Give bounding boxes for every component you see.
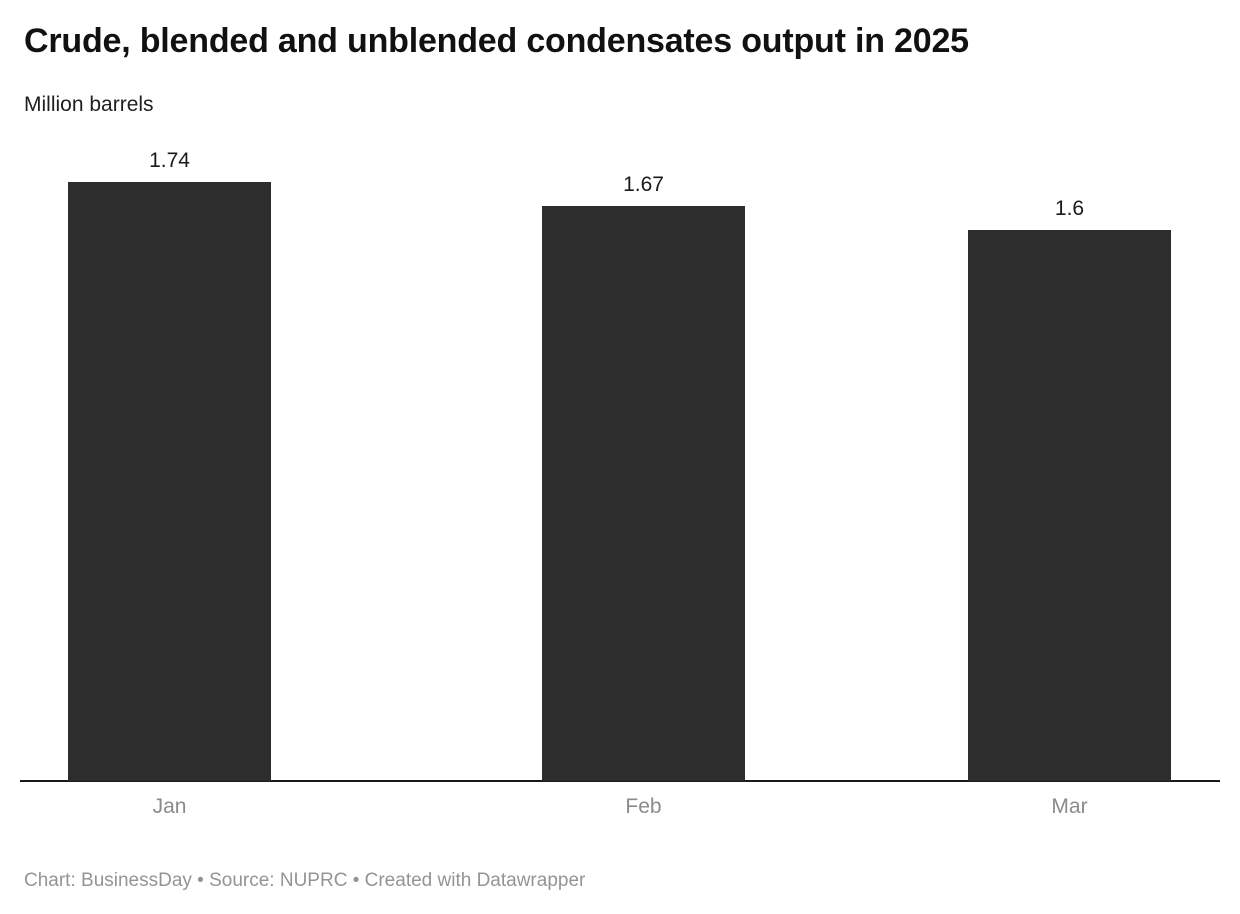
bar-feb	[542, 206, 745, 781]
x-axis-line	[20, 780, 1220, 782]
category-label-jan: Jan	[152, 795, 187, 818]
value-label-feb: 1.67	[623, 173, 664, 196]
value-label-mar: 1.6	[1054, 197, 1085, 220]
bar-mar	[968, 230, 1171, 781]
chart-title: Crude, blended and unblended condensates…	[24, 22, 969, 60]
chart-subtitle: Million barrels	[24, 93, 154, 116]
category-label-mar: Mar	[1051, 795, 1088, 818]
category-label-feb: Feb	[625, 795, 662, 818]
value-label-jan: 1.74	[149, 149, 190, 172]
attribution-footer: Chart: BusinessDay • Source: NUPRC • Cre…	[24, 870, 586, 891]
bar-jan	[68, 182, 271, 781]
